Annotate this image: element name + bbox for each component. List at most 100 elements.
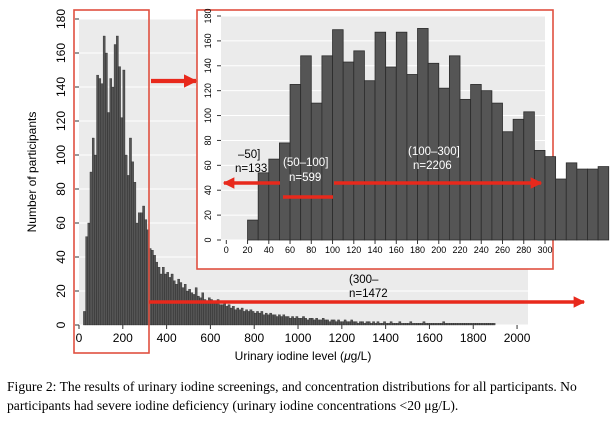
histogram-bar [280,316,283,326]
histogram-bar [155,261,158,326]
histogram-bar [364,80,376,241]
x-tick-label: 0 [76,331,83,345]
x-tick-label: 200 [431,245,446,255]
histogram-bar [102,35,106,326]
histogram-bar [219,304,222,326]
histogram-bar [381,323,384,326]
histogram-bar [183,284,187,326]
histogram-bar [321,55,333,241]
x-tick-label: 1200 [328,331,355,345]
histogram-bar [407,323,410,326]
histogram-bar [297,318,301,326]
histogram-bar [243,311,246,326]
histogram-bar [315,318,318,326]
histogram-bar [326,319,329,326]
histogram-bar [214,302,218,326]
histogram-bar [378,323,382,326]
histogram-bar [170,273,174,326]
histogram-bar [429,323,432,326]
x-tick-label: 120 [346,245,361,255]
y-tick-label: 40 [203,185,213,195]
histogram-bar [330,319,334,326]
histogram-bar [328,321,332,326]
histogram-bar [308,318,312,326]
group-high-count: n=2206 [413,160,452,172]
histogram-bar [313,319,316,326]
histogram-bar [236,307,240,326]
histogram-bar [262,314,266,326]
x-tick-label: 20 [243,245,253,255]
histogram-bar [392,323,395,326]
histogram-bar [464,323,467,326]
histogram-bar [354,321,358,326]
histogram-bar [249,309,253,326]
histogram-bar [422,321,426,326]
histogram-bar [481,323,485,326]
histogram-bar [159,273,163,326]
histogram-bar [400,323,404,326]
histogram-bar [245,309,248,326]
inset-x-ticks: 0 20 40 60 80 100 120 140 160 180 200 220 240 260 280 3… [224,240,553,255]
histogram-bar [260,311,264,326]
x-tick-label: 200 [113,331,133,345]
x-tick-label: 220 [453,245,468,255]
histogram-bar [319,319,323,326]
histogram-bar [111,86,115,326]
histogram-bar [459,323,463,326]
y-tick-label: 180 [54,9,68,29]
histogram-bar [275,316,279,326]
histogram-bar [300,318,303,326]
histogram-bar [83,311,86,326]
histogram-bar [372,321,375,326]
histogram-bar [302,316,305,326]
y-tick-label: 40 [54,250,68,264]
histogram-bar [118,66,121,326]
histogram-bar [486,323,489,326]
y-tick-label: 0 [54,321,68,328]
histogram-bar [96,74,99,326]
histogram-bar [398,321,402,326]
histogram-bar [251,311,255,326]
main-y-ticks: 0 20 40 60 80 100 120 140 160 180 [54,9,79,328]
histogram-bar [137,212,141,326]
histogram-bar [289,318,292,326]
histogram-bar [267,314,270,326]
histogram-bar [335,321,338,326]
histogram-bar [470,84,482,241]
histogram-bar [317,319,321,326]
histogram-bar [332,29,344,241]
x-tick-label: 240 [474,245,489,255]
histogram-bar [113,44,117,326]
group-main-range: (300– [349,274,379,286]
y-tick-label: 80 [203,135,213,145]
histogram-bar [271,314,275,326]
histogram-bar [431,323,434,326]
histogram-bar [100,83,104,326]
histogram-bar [459,98,472,241]
histogram-bar [304,318,307,326]
x-tick-label: 80 [306,245,316,255]
histogram-bar [247,219,259,241]
y-tick-label: 0 [203,237,213,242]
histogram-bar [389,321,393,326]
histogram-bar [254,312,257,326]
histogram-bar [468,323,472,326]
y-tick-label: 60 [54,216,68,230]
histogram-bar [144,219,148,326]
group-mid-count: n=599 [289,172,321,184]
histogram-bar [409,321,413,326]
histogram-bar [232,306,235,326]
histogram-bar [365,321,369,326]
histogram-bar [162,267,165,326]
histogram-bar [427,323,430,326]
histogram-bar [190,292,194,326]
histogram-bar [417,28,429,241]
histogram-bar [293,318,296,326]
histogram-bar [475,323,478,326]
histogram-bar [258,312,261,326]
histogram-bar [164,273,167,326]
histogram-bar [284,316,288,326]
histogram-bar [438,323,441,326]
histogram-bar [348,321,351,326]
y-tick-label: 100 [203,108,213,123]
